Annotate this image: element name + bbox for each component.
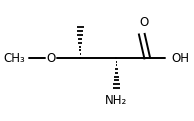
Text: CH₃: CH₃ — [3, 52, 25, 65]
Text: O: O — [46, 52, 56, 65]
Text: NH₂: NH₂ — [105, 94, 127, 107]
Text: OH: OH — [172, 52, 190, 65]
Text: O: O — [139, 16, 148, 29]
